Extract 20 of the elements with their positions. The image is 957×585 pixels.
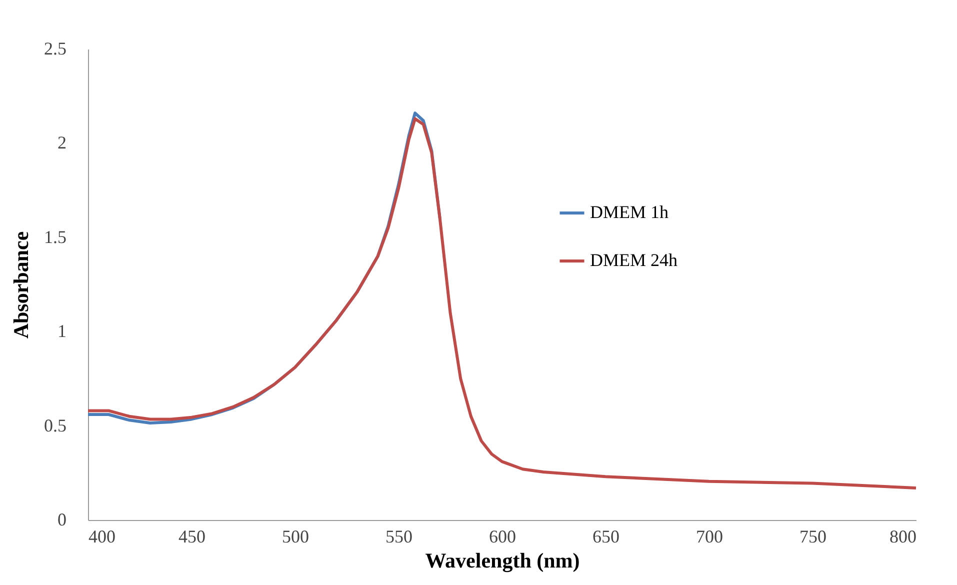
x-tick-label: 400 — [88, 526, 116, 546]
legend-label: DMEM 1h — [590, 202, 669, 222]
y-axis-title: Absorbance — [9, 231, 33, 339]
x-tick-label: 650 — [592, 526, 620, 546]
x-axis-title: Wavelength (nm) — [425, 548, 580, 572]
y-tick-label: 2.5 — [44, 38, 66, 58]
x-tick-label: 550 — [386, 526, 412, 546]
y-tick-label: 1.5 — [44, 226, 66, 247]
x-tick-label: 450 — [178, 526, 206, 546]
line-series — [86, 117, 918, 490]
x-tick-label: 500 — [282, 526, 309, 546]
legend-label: DMEM 24h — [590, 250, 678, 270]
x-tick-label: 750 — [800, 526, 826, 546]
x-tick-label: 600 — [489, 526, 516, 546]
x-tick-label: 800 — [890, 526, 916, 546]
y-tick-label: 2 — [58, 132, 66, 153]
x-tick-label: 700 — [696, 526, 723, 546]
y-tick-label: 1 — [58, 321, 66, 342]
y-tick-label: 0 — [58, 510, 66, 530]
y-tick-label: 0.5 — [44, 415, 66, 436]
